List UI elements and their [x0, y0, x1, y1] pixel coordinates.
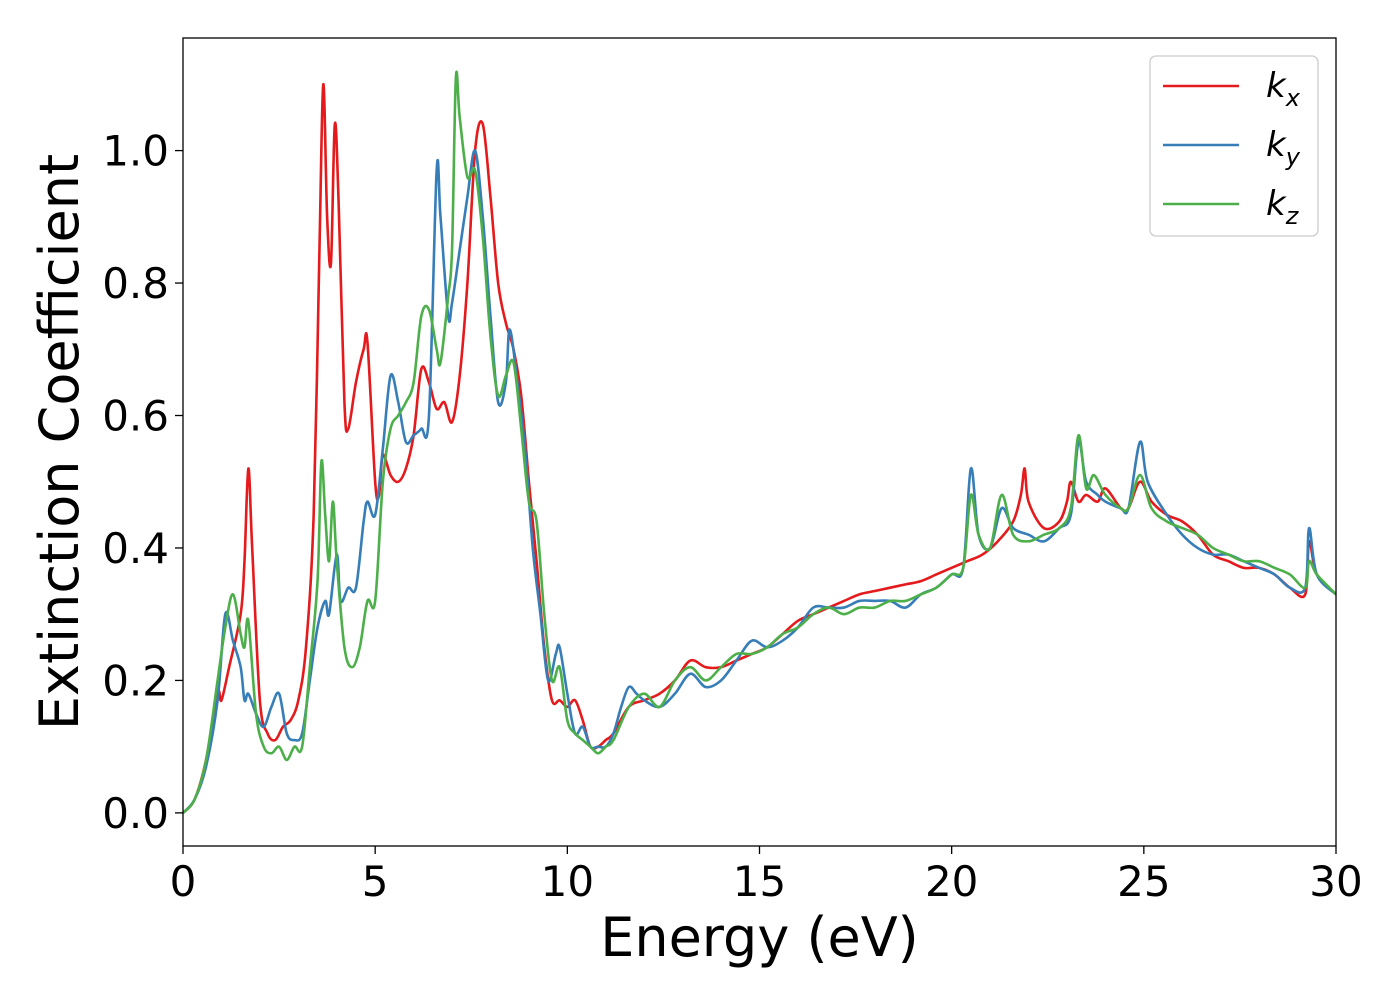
- y-tick-label: 1.0: [102, 127, 169, 176]
- x-tick-label: 20: [925, 857, 978, 906]
- y-tick-label: 0.4: [102, 524, 169, 573]
- x-tick-label: 25: [1117, 857, 1170, 906]
- legend-label-x: kx: [1266, 66, 1301, 112]
- series-line-z: [183, 70, 1336, 814]
- x-tick-label: 30: [1309, 857, 1362, 906]
- x-tick-label: 15: [733, 857, 786, 906]
- series-line-x: [183, 83, 1336, 814]
- series-layer: [183, 70, 1336, 814]
- y-tick-label: 0.2: [102, 656, 169, 705]
- x-tick-label: 5: [362, 857, 389, 906]
- y-axis-title: Extinction Coefficient: [28, 154, 91, 730]
- legend-label-z: kz: [1266, 184, 1300, 230]
- x-tick-label: 0: [170, 857, 197, 906]
- y-tick-label: 0.0: [102, 789, 169, 838]
- series-line-y: [183, 149, 1336, 814]
- y-axis-ticks: 0.0 0.2 0.4 0.6 0.8 1.0: [102, 127, 183, 838]
- x-axis-ticks: 0 5 10 15 20 25 30: [170, 846, 1363, 906]
- x-axis-title: Energy (eV): [600, 906, 919, 969]
- y-tick-label: 0.6: [102, 392, 169, 441]
- y-tick-label: 0.8: [102, 259, 169, 308]
- legend: kx ky kz: [1149, 55, 1319, 237]
- x-tick-label: 10: [541, 857, 594, 906]
- legend-label-y: ky: [1266, 125, 1301, 171]
